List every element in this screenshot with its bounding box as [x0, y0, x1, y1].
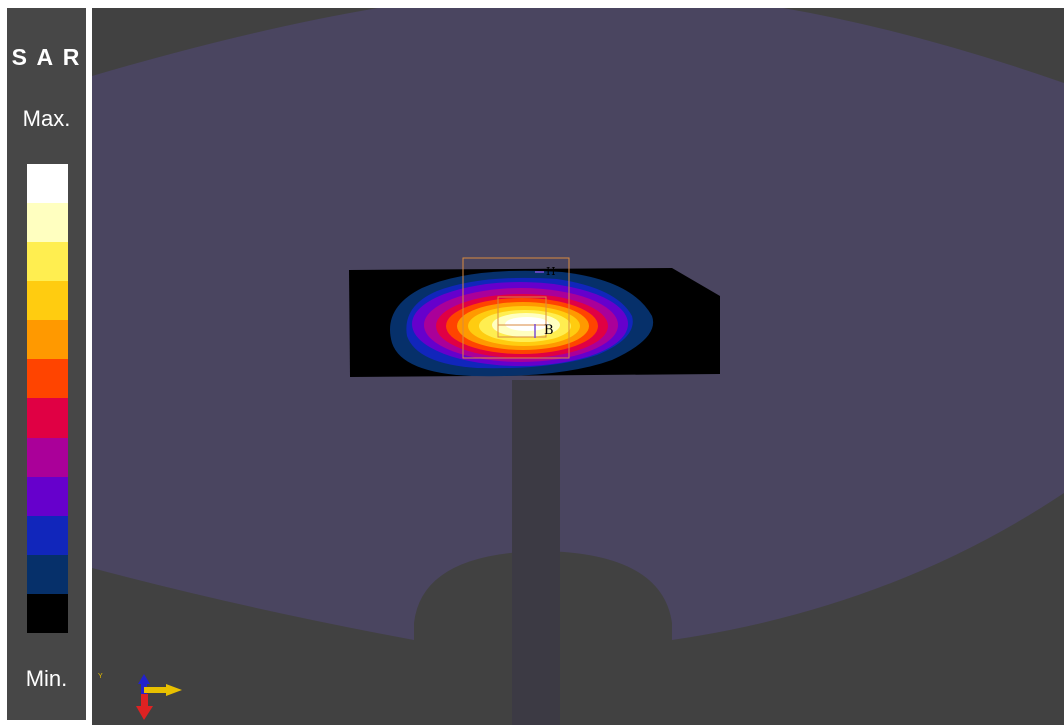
- 3d-viewport[interactable]: H B: [92, 8, 1064, 725]
- colorbar-band-12: [27, 593, 68, 633]
- legend-min-label: Min.: [25, 666, 68, 691]
- scene-svg: H B: [92, 8, 1064, 725]
- axis-triad: [136, 674, 182, 720]
- colorbar-band-5: [27, 320, 68, 360]
- marker-h-label: H: [546, 265, 556, 278]
- colorbar-band-8: [27, 437, 68, 477]
- contour-band-11: [505, 317, 549, 331]
- x-axis-arrow: [136, 706, 153, 720]
- z-axis-arrow: [138, 674, 150, 684]
- y-axis-arrow: [166, 684, 182, 696]
- inner-zoom-box: [497, 296, 547, 338]
- colorbar-band-6: [27, 359, 68, 399]
- x-axis-shaft: [141, 694, 148, 708]
- colorbar-band-3: [27, 242, 68, 282]
- colorbar-band-9: [27, 476, 68, 516]
- legend-title: S A R: [11, 44, 82, 70]
- outer-scan-box: [462, 257, 570, 359]
- colorbar-band-2: [27, 203, 68, 243]
- colorbar-band-1: [27, 164, 68, 204]
- sar-colorbar: [27, 164, 68, 633]
- colorbar-band-7: [27, 398, 68, 438]
- support-post: [512, 380, 560, 725]
- axis-y-label: Y: [98, 673, 103, 680]
- legend-max-label: Max.: [22, 106, 71, 131]
- y-axis-shaft: [144, 687, 166, 693]
- colorbar-band-10: [27, 515, 68, 555]
- colorbar-band-11: [27, 554, 68, 594]
- marker-b-label: B: [544, 323, 554, 338]
- colorbar-band-4: [27, 281, 68, 321]
- sar-legend-panel: S A R Max. Min.: [7, 8, 86, 720]
